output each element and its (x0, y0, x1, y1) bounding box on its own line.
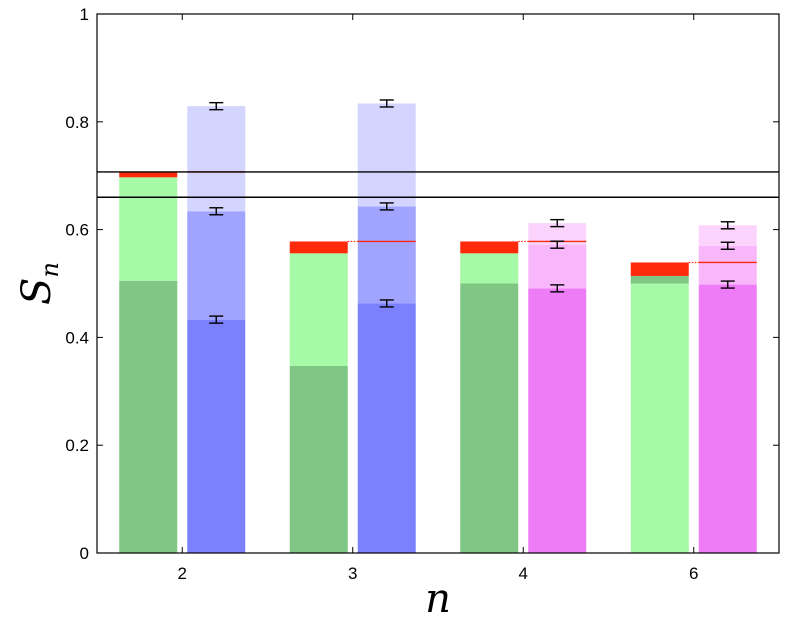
bar-n3-left-segment-0 (289, 365, 348, 553)
bar-n4-left-segment-1 (460, 253, 519, 284)
bar-n6-left-segment-1 (630, 275, 689, 284)
reference-lines-layer (97, 171, 779, 264)
bar-n3-left-segment-1 (289, 253, 348, 366)
bar-n2-right-segment-1 (187, 211, 246, 320)
y-tick-label-4: 0.8 (65, 113, 89, 132)
x-tick-label-3: 3 (348, 564, 357, 583)
y-axis-title: Sn (14, 262, 64, 305)
y-tick-label-0: 0 (80, 544, 89, 563)
x-axis-title: n (425, 576, 451, 622)
bar-n2-right-segment-2 (187, 106, 246, 212)
bar-n2-left-segment-0 (119, 280, 178, 553)
ticks-layer: 2 3 4 6 0 0.2 0.4 0.6 0.8 1 (65, 5, 779, 583)
bar-n3-left-segment-2 (289, 241, 348, 254)
bar-n2-left-segment-2 (119, 171, 178, 178)
x-tick-label-2: 2 (178, 564, 187, 583)
x-tick-label-4: 4 (519, 564, 528, 583)
y-tick-label-5: 1 (80, 5, 89, 24)
bar-n2-right-segment-0 (187, 319, 246, 553)
bar-n4-left-segment-0 (460, 283, 519, 553)
bar-n3-right-segment-2 (357, 103, 416, 207)
bar-n6-left-segment-0 (630, 283, 689, 553)
y-tick-label-3: 0.6 (65, 221, 89, 240)
plot-frame (96, 13, 780, 554)
y-axis-title-subscript: n (36, 262, 64, 277)
x-tick-label-6: 6 (689, 564, 698, 583)
bar-n6-right-segment-0 (698, 284, 757, 553)
bar-n4-left-segment-2 (460, 241, 519, 254)
bar-n2-left-segment-1 (119, 177, 178, 281)
bar-n4-right-segment-0 (528, 288, 587, 553)
bar-n6-right-segment-2 (698, 225, 757, 246)
bar-n4-right-segment-2 (528, 223, 587, 245)
bar-n4-right-segment-1 (528, 244, 587, 289)
bar-n6-right-segment-1 (698, 245, 757, 285)
bar-n3-right-segment-0 (357, 303, 416, 553)
error-bars-layer (209, 99, 735, 324)
y-tick-label-1: 0.2 (65, 436, 89, 455)
bars-layer (119, 103, 757, 553)
bar-n6-left-segment-2 (630, 262, 689, 276)
y-axis-title-main: S (14, 278, 60, 305)
y-tick-label-2: 0.4 (65, 328, 89, 347)
bar-n3-right-segment-1 (357, 206, 416, 304)
